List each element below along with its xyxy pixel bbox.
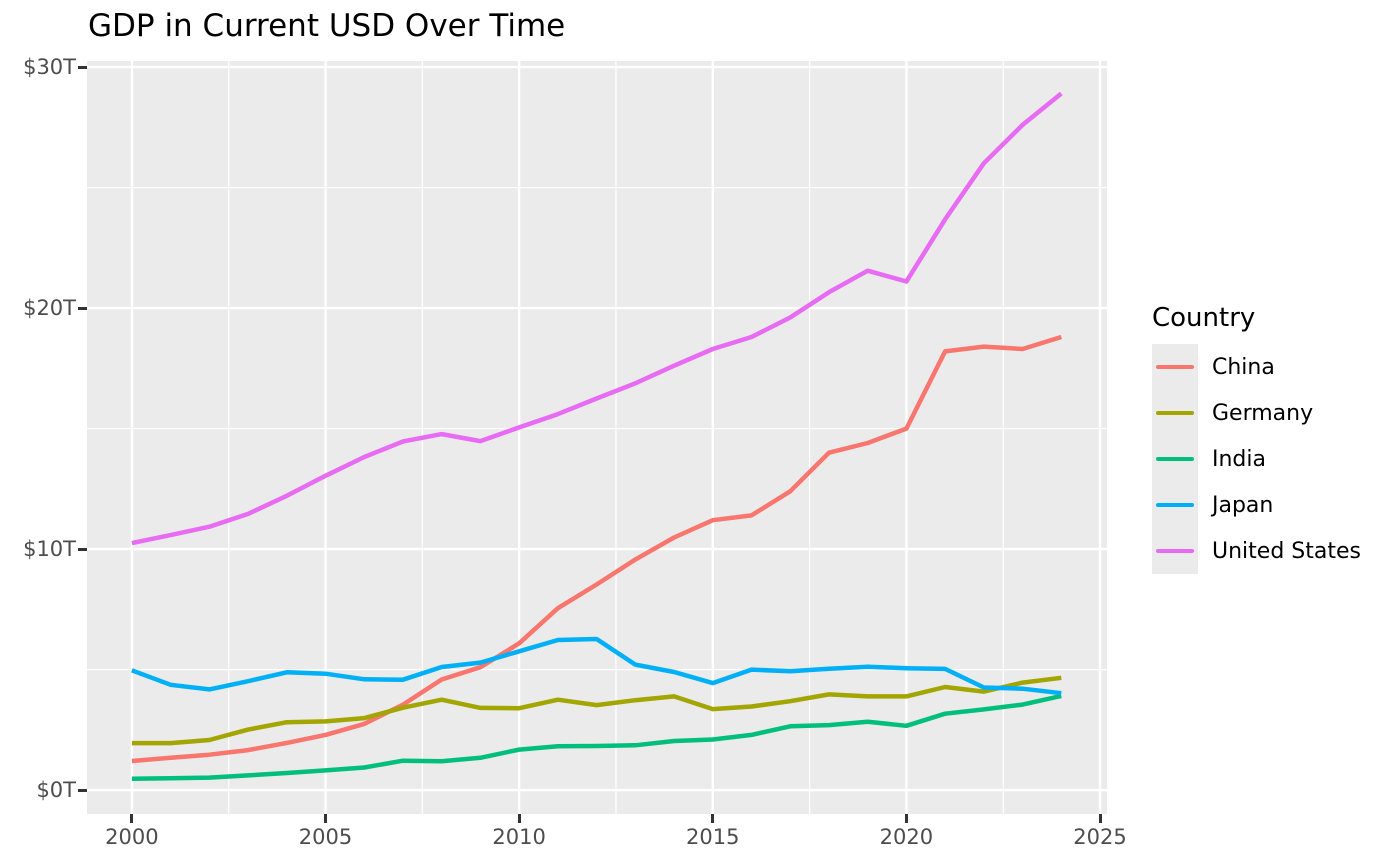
legend-key-line-icon bbox=[1156, 410, 1194, 416]
legend-key-line-icon bbox=[1156, 456, 1194, 462]
legend-label-india: India bbox=[1212, 446, 1266, 472]
y-tick-label: $20T bbox=[23, 296, 76, 321]
legend-key-india bbox=[1152, 436, 1198, 482]
series-line-india bbox=[131, 693, 1062, 782]
legend-entry-china: China bbox=[1152, 344, 1361, 390]
x-tick-label: 2010 bbox=[492, 825, 546, 849]
y-tick-label: $10T bbox=[23, 537, 76, 562]
x-tick-mark bbox=[324, 814, 328, 823]
y-tick-mark bbox=[78, 788, 87, 792]
legend-entry-india: India bbox=[1152, 436, 1361, 482]
legend-label-united-states: United States bbox=[1212, 538, 1361, 564]
y-tick-mark bbox=[78, 306, 87, 310]
y-tick-label: $30T bbox=[23, 55, 76, 80]
legend-entries: China Germany India Japan United States bbox=[1152, 344, 1361, 574]
x-tick-label: 2015 bbox=[686, 825, 740, 849]
series-line-germany bbox=[131, 675, 1062, 746]
series-line-china bbox=[131, 334, 1062, 764]
legend-label-japan: Japan bbox=[1212, 492, 1274, 518]
x-tick-mark bbox=[130, 814, 134, 823]
x-tick-mark bbox=[517, 814, 521, 823]
legend-title: Country bbox=[1152, 303, 1256, 333]
y-tick-mark bbox=[78, 65, 87, 69]
x-tick-mark bbox=[904, 814, 908, 823]
legend-key-united-states bbox=[1152, 528, 1198, 574]
legend-label-china: China bbox=[1212, 354, 1275, 380]
y-tick-label: $0T bbox=[36, 778, 76, 803]
x-tick-label: 2025 bbox=[1073, 825, 1127, 849]
y-tick-mark bbox=[78, 547, 87, 551]
chart-title: GDP in Current USD Over Time bbox=[88, 8, 566, 44]
legend-entry-germany: Germany bbox=[1152, 390, 1361, 436]
legend-key-line-icon bbox=[1156, 502, 1194, 508]
legend-key-germany bbox=[1152, 390, 1198, 436]
series-line-japan bbox=[131, 636, 1062, 696]
plot-canvas bbox=[87, 61, 1107, 814]
legend-key-line-icon bbox=[1156, 364, 1194, 370]
x-tick-mark bbox=[711, 814, 715, 823]
series-line-united-states bbox=[131, 91, 1063, 546]
legend-key-japan bbox=[1152, 482, 1198, 528]
x-tick-label: 2020 bbox=[879, 825, 934, 849]
legend-entry-united-states: United States bbox=[1152, 528, 1361, 574]
x-tick-mark bbox=[1098, 814, 1102, 823]
x-tick-label: 2005 bbox=[298, 825, 353, 849]
legend: Country China Germany India Japan United Sta… bbox=[1152, 302, 1361, 574]
legend-label-germany: Germany bbox=[1212, 400, 1314, 426]
legend-key-china bbox=[1152, 344, 1198, 390]
legend-entry-japan: Japan bbox=[1152, 482, 1361, 528]
plot-panel bbox=[87, 61, 1107, 814]
x-tick-label: 2000 bbox=[105, 825, 159, 849]
legend-key-line-icon bbox=[1156, 548, 1194, 554]
